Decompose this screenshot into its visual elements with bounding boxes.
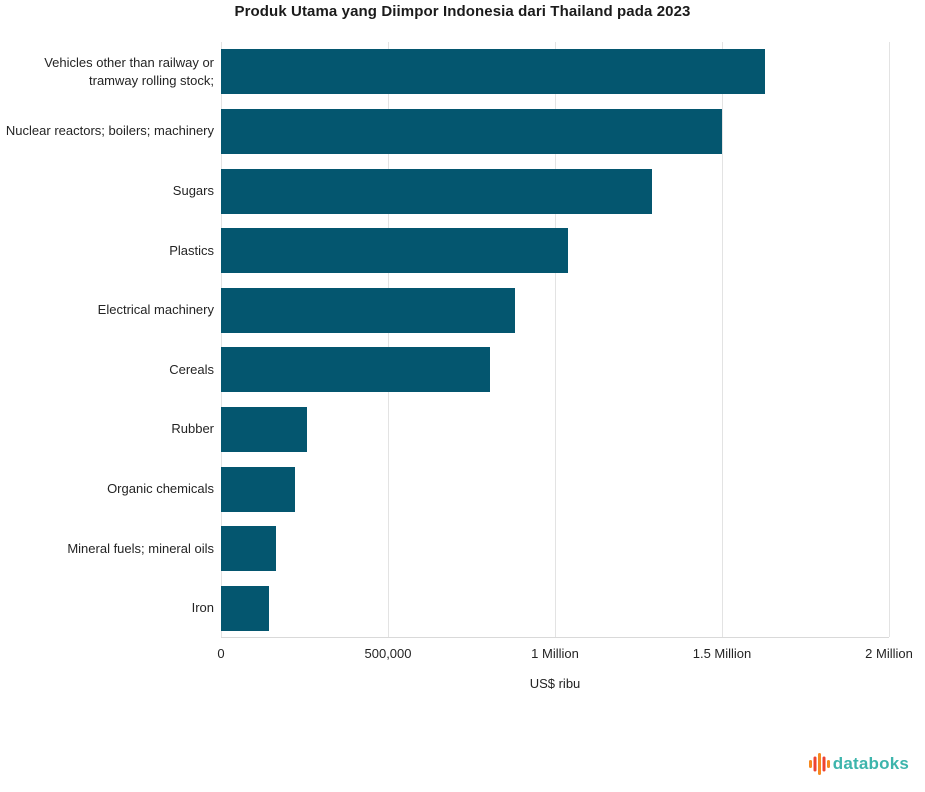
bar	[221, 49, 766, 95]
category-label: Electrical machinery	[97, 302, 214, 318]
x-axis-ticks: 0 500,000 1 Million 1.5 Million 2 Million	[217, 646, 912, 664]
gridline	[555, 42, 556, 637]
bar	[221, 406, 307, 452]
gridline	[722, 42, 723, 637]
bar	[221, 228, 569, 274]
bar	[221, 466, 295, 512]
x-axis-title: US$ ribu	[529, 676, 581, 691]
bar	[221, 585, 270, 631]
databoks-icon	[808, 753, 830, 775]
category-label: Sugars	[172, 183, 214, 199]
bar	[221, 347, 490, 393]
x-tick-label: 1 Million	[531, 646, 579, 661]
category-label: Iron	[191, 600, 214, 616]
bar	[221, 168, 652, 214]
chart-title: Produk Utama yang Diimpor Indonesia dari…	[234, 3, 691, 20]
bar	[221, 526, 277, 572]
category-label: Cereals	[169, 361, 214, 377]
y-axis-labels: Vehicles other than railway or tramway r…	[0, 42, 214, 638]
x-tick-label: 500,000	[364, 646, 412, 661]
category-label: Rubber	[171, 421, 214, 437]
gridline	[388, 42, 389, 637]
databoks-logo: databoks	[808, 751, 909, 777]
category-label: Plastics	[169, 242, 214, 258]
x-tick-label: 1.5 Million	[692, 646, 752, 661]
category-label: Mineral fuels; mineral oils	[67, 540, 214, 556]
x-tick-label: 0	[217, 646, 225, 661]
category-label: Vehicles other than railway or tramway r…	[44, 54, 214, 88]
category-label: Nuclear reactors; boilers; machinery	[5, 123, 214, 139]
x-tick-label: 2 Million	[865, 646, 913, 661]
gridline	[889, 42, 890, 637]
plot-area	[221, 42, 890, 638]
gridline	[221, 42, 222, 637]
bar	[221, 108, 722, 154]
databoks-wordmark: databoks	[832, 754, 909, 773]
bar	[221, 287, 515, 333]
category-label: Organic chemicals	[107, 481, 214, 497]
